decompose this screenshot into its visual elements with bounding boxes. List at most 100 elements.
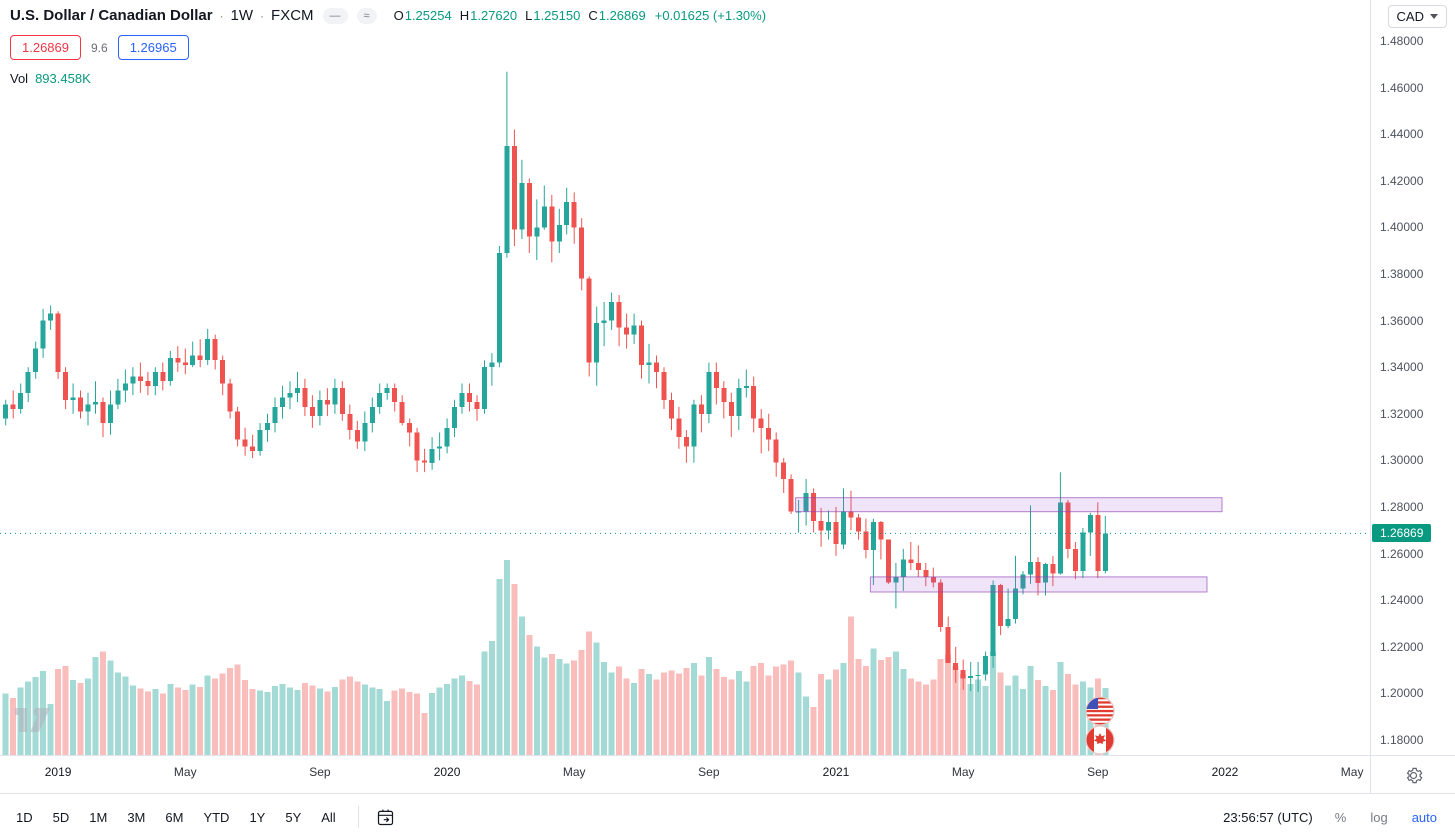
candle-body[interactable] <box>197 355 203 361</box>
minus-pill-icon[interactable]: — <box>322 7 348 24</box>
candle-body[interactable] <box>182 362 188 365</box>
candle-body[interactable] <box>309 406 315 417</box>
candle-body[interactable] <box>70 397 76 400</box>
candle-body[interactable] <box>781 462 787 479</box>
candle-body[interactable] <box>1080 532 1086 571</box>
candle-body[interactable] <box>280 397 285 407</box>
candle-body[interactable] <box>945 627 951 664</box>
candle-body[interactable] <box>609 302 615 321</box>
range-button-YTD[interactable]: YTD <box>193 804 239 831</box>
sell-button[interactable]: 1.26869 <box>10 35 81 60</box>
candle-body[interactable] <box>1102 533 1108 571</box>
range-button-6M[interactable]: 6M <box>155 804 193 831</box>
candle-body[interactable] <box>713 371 719 389</box>
candle-body[interactable] <box>968 675 974 679</box>
candle-body[interactable] <box>736 388 742 417</box>
candle-body[interactable] <box>354 430 360 442</box>
candle-body[interactable] <box>706 371 712 414</box>
candle-body[interactable] <box>295 388 300 393</box>
candle-body[interactable] <box>669 399 674 419</box>
candle-body[interactable] <box>1065 502 1071 549</box>
candle-body[interactable] <box>504 145 510 253</box>
exchange-label[interactable]: FXCM <box>271 7 314 24</box>
candle-body[interactable] <box>287 392 293 398</box>
candle-body[interactable] <box>332 388 338 405</box>
symbol-title[interactable]: U.S. Dollar / Canadian Dollar <box>10 7 213 24</box>
candle-body[interactable] <box>758 418 764 428</box>
candle-body[interactable] <box>594 322 600 363</box>
candle-body[interactable] <box>48 313 54 321</box>
candle-body[interactable] <box>399 402 405 424</box>
candle-body[interactable] <box>923 569 929 577</box>
log-scale-button[interactable]: log <box>1368 806 1389 829</box>
candlestick-chart[interactable] <box>0 0 1370 755</box>
candle-body[interactable] <box>33 348 39 372</box>
auto-scale-button[interactable]: auto <box>1410 806 1439 829</box>
range-button-3M[interactable]: 3M <box>117 804 155 831</box>
candle-body[interactable] <box>160 371 166 382</box>
candle-body[interactable] <box>272 406 278 424</box>
candle-body[interactable] <box>122 383 128 391</box>
volume-label[interactable]: Vol <box>10 71 29 86</box>
candle-body[interactable] <box>983 656 989 675</box>
candle-body[interactable] <box>586 278 592 363</box>
go-to-date-button[interactable] <box>371 805 400 830</box>
candle-body[interactable] <box>833 522 839 545</box>
candle-body[interactable] <box>130 376 136 384</box>
candle-body[interactable] <box>63 371 69 400</box>
candle-body[interactable] <box>960 670 966 679</box>
candle-body[interactable] <box>534 227 540 237</box>
candle-body[interactable] <box>624 327 630 335</box>
candle-body[interactable] <box>998 585 1004 626</box>
candle-body[interactable] <box>728 402 734 417</box>
candle-body[interactable] <box>40 320 46 349</box>
candle-body[interactable] <box>1095 515 1101 572</box>
candle-body[interactable] <box>235 411 241 440</box>
candle-body[interactable] <box>601 320 607 323</box>
range-button-1M[interactable]: 1M <box>79 804 117 831</box>
candle-body[interactable] <box>422 460 428 463</box>
candle-body[interactable] <box>1057 502 1063 574</box>
candle-body[interactable] <box>691 404 697 447</box>
candle-body[interactable] <box>265 423 270 431</box>
candle-body[interactable] <box>885 539 891 583</box>
candle-body[interactable] <box>444 427 450 447</box>
candle-body[interactable] <box>826 522 831 531</box>
candle-body[interactable] <box>683 437 689 447</box>
candle-body[interactable] <box>915 562 921 570</box>
candle-body[interactable] <box>579 227 585 279</box>
candle-body[interactable] <box>339 388 345 414</box>
candle-body[interactable] <box>908 559 914 563</box>
candle-body[interactable] <box>85 404 91 412</box>
candle-body[interactable] <box>242 439 248 447</box>
candle-body[interactable] <box>384 388 390 393</box>
candle-body[interactable] <box>564 201 570 226</box>
candle-body[interactable] <box>788 479 794 512</box>
candle-body[interactable] <box>1013 588 1018 619</box>
candle-body[interactable] <box>1043 564 1048 583</box>
candle-body[interactable] <box>212 339 218 361</box>
candle-body[interactable] <box>152 371 158 386</box>
candle-body[interactable] <box>953 663 959 671</box>
range-button-1Y[interactable]: 1Y <box>239 804 275 831</box>
candle-body[interactable] <box>841 511 846 545</box>
candle-body[interactable] <box>10 404 16 410</box>
candle-body[interactable] <box>93 402 98 405</box>
candle-body[interactable] <box>414 432 420 461</box>
candle-body[interactable] <box>429 448 435 463</box>
candle-body[interactable] <box>661 371 667 400</box>
candle-body[interactable] <box>55 313 61 372</box>
candle-body[interactable] <box>257 430 263 452</box>
candle-body[interactable] <box>459 392 465 407</box>
price-zone-rectangle[interactable] <box>795 497 1223 513</box>
price-axis[interactable]: 1.48000 1.46000 1.44000 1.42000 1.40000 1.380… <box>1370 0 1455 755</box>
range-button-1D[interactable]: 1D <box>6 804 43 831</box>
candle-body[interactable] <box>571 201 577 228</box>
candle-body[interactable] <box>100 402 106 424</box>
candle-body[interactable] <box>25 371 31 393</box>
candle-body[interactable] <box>1028 561 1033 575</box>
candle-body[interactable] <box>856 517 861 532</box>
candle-body[interactable] <box>526 183 532 237</box>
candle-body[interactable] <box>302 388 308 407</box>
candle-body[interactable] <box>743 385 749 389</box>
